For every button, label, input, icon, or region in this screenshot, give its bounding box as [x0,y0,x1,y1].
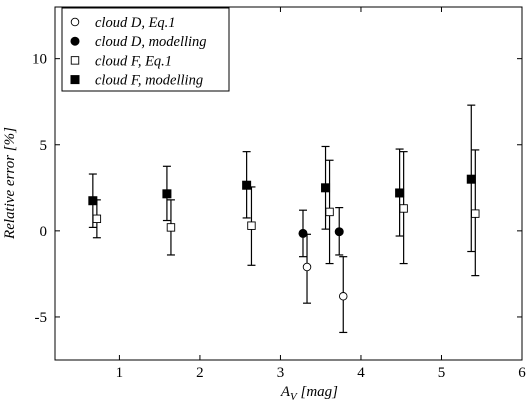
x-axis-label: AV [mag] [280,384,338,403]
legend-marker [70,17,80,27]
legend-marker [70,75,80,85]
legend-marker [70,56,80,65]
data-point [166,223,176,232]
data-marks [88,104,480,334]
y-axis-label: Relative error [%] [2,127,18,240]
data-point [298,228,308,238]
plot-frame [54,6,523,361]
legend-label: cloud F, Eq.1 [95,53,172,69]
axis-ticks: 1 2 3 4 5 6 -5 0 5 10 [32,7,526,381]
x-tick-label: 6 [518,365,526,381]
legend-label: cloud F, modelling [95,73,203,89]
y-tick-label: 10 [32,52,47,68]
data-point [325,207,334,217]
data-point [466,174,476,184]
x-tick-label: 1 [116,365,124,381]
data-point [92,214,102,224]
data-point [247,221,256,230]
data-point [162,189,172,199]
data-point [242,180,252,190]
data-point [321,183,331,193]
y-tick-label: 0 [40,224,48,240]
x-tick-label: 3 [277,365,285,381]
data-point [88,196,98,206]
legend-box [61,7,230,92]
data-point [334,227,344,237]
legend-label: cloud D, Eq.1 [95,15,176,31]
legend-label: cloud D, modelling [95,34,207,50]
data-point [395,188,405,198]
data-point [302,262,312,272]
data-point [399,204,408,213]
x-tick-label: 4 [357,365,365,381]
y-tick-label: 5 [40,138,48,154]
y-tick-label: -5 [35,310,48,326]
data-point [471,209,480,218]
x-tick-label: 2 [196,365,204,381]
x-tick-label: 5 [438,365,446,381]
data-point [339,292,348,301]
legend-marker [70,36,80,46]
legend: cloud D, Eq.1 cloud D, modelling cloud F, … [61,7,230,92]
